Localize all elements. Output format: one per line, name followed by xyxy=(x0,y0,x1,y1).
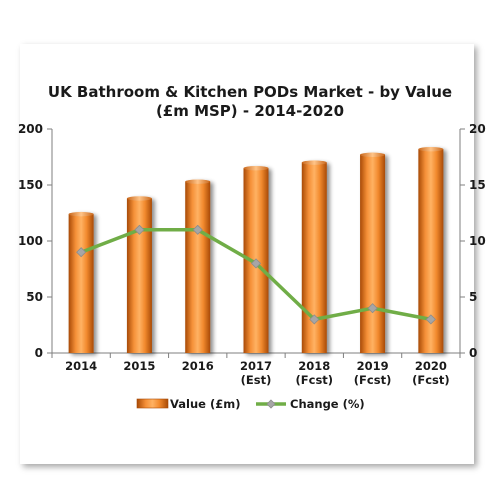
legend-swatch-bar xyxy=(136,398,169,409)
legend-item-change: Change (%) xyxy=(256,397,365,411)
change-point xyxy=(76,247,87,258)
x-category-label: (Est) xyxy=(241,373,272,387)
change-point xyxy=(250,258,262,269)
legend-item-value: Value (£m) xyxy=(136,397,240,411)
y-left-tick-label: 100 xyxy=(18,234,43,248)
bar-cap xyxy=(126,196,152,201)
x-category-label: (Fcst) xyxy=(296,373,334,387)
change-point xyxy=(425,314,436,325)
y-left-tick-label: 50 xyxy=(26,290,43,304)
bar xyxy=(126,196,152,353)
y-left-tick-label: 200 xyxy=(18,122,43,136)
change-point xyxy=(134,224,145,235)
y-right-tick-label: 5 xyxy=(469,290,477,304)
y-right-tick-label: 10 xyxy=(469,234,486,248)
x-category-label: 2018 xyxy=(298,359,330,373)
legend-label-value: Value (£m) xyxy=(170,397,240,411)
bar-cap xyxy=(360,152,386,157)
bar xyxy=(185,179,211,353)
bar-cap xyxy=(301,160,327,165)
plot-area: 0 50 100 150 200 0 5 10 15 20 2014 2015 2016 2017(Est… xyxy=(18,122,486,387)
chart-title-line-2: (£m MSP) - 2014-2020 xyxy=(156,102,344,120)
bar-cap xyxy=(185,179,211,184)
x-category-label: 2020 xyxy=(415,359,447,373)
x-category-label: 2015 xyxy=(123,359,155,373)
x-category-label: 2017 xyxy=(240,359,272,373)
legend-swatch-marker xyxy=(266,399,276,409)
y-left-tick-label: 150 xyxy=(18,178,43,192)
bar-body xyxy=(126,198,152,353)
x-category-label: (Fcst) xyxy=(412,373,450,387)
change-point xyxy=(309,314,320,325)
bar xyxy=(360,152,386,353)
y-left-tick-label: 0 xyxy=(35,346,43,360)
bar-cap xyxy=(68,211,94,217)
bar-body xyxy=(68,214,94,353)
legend-label-change: Change (%) xyxy=(290,397,365,411)
x-category-label: 2014 xyxy=(65,359,97,373)
change-point xyxy=(192,224,203,235)
bar-body xyxy=(185,181,211,353)
x-category-label: 2019 xyxy=(357,359,389,373)
legend: Value (£m) Change (%) xyxy=(136,397,365,411)
bar-body xyxy=(360,154,386,353)
chart-title-line-1: UK Bathroom & Kitchen PODs Market - by V… xyxy=(48,83,452,101)
y-right-tick-label: 20 xyxy=(469,122,486,136)
bar-cap xyxy=(243,166,269,171)
x-category-label: (Fcst) xyxy=(354,373,392,387)
x-category-label: 2016 xyxy=(182,359,214,373)
bar xyxy=(68,211,94,353)
y-right-tick-label: 15 xyxy=(469,178,486,192)
bar-cap xyxy=(418,146,444,152)
change-point xyxy=(367,303,378,314)
y-right-tick-label: 0 xyxy=(469,346,477,360)
